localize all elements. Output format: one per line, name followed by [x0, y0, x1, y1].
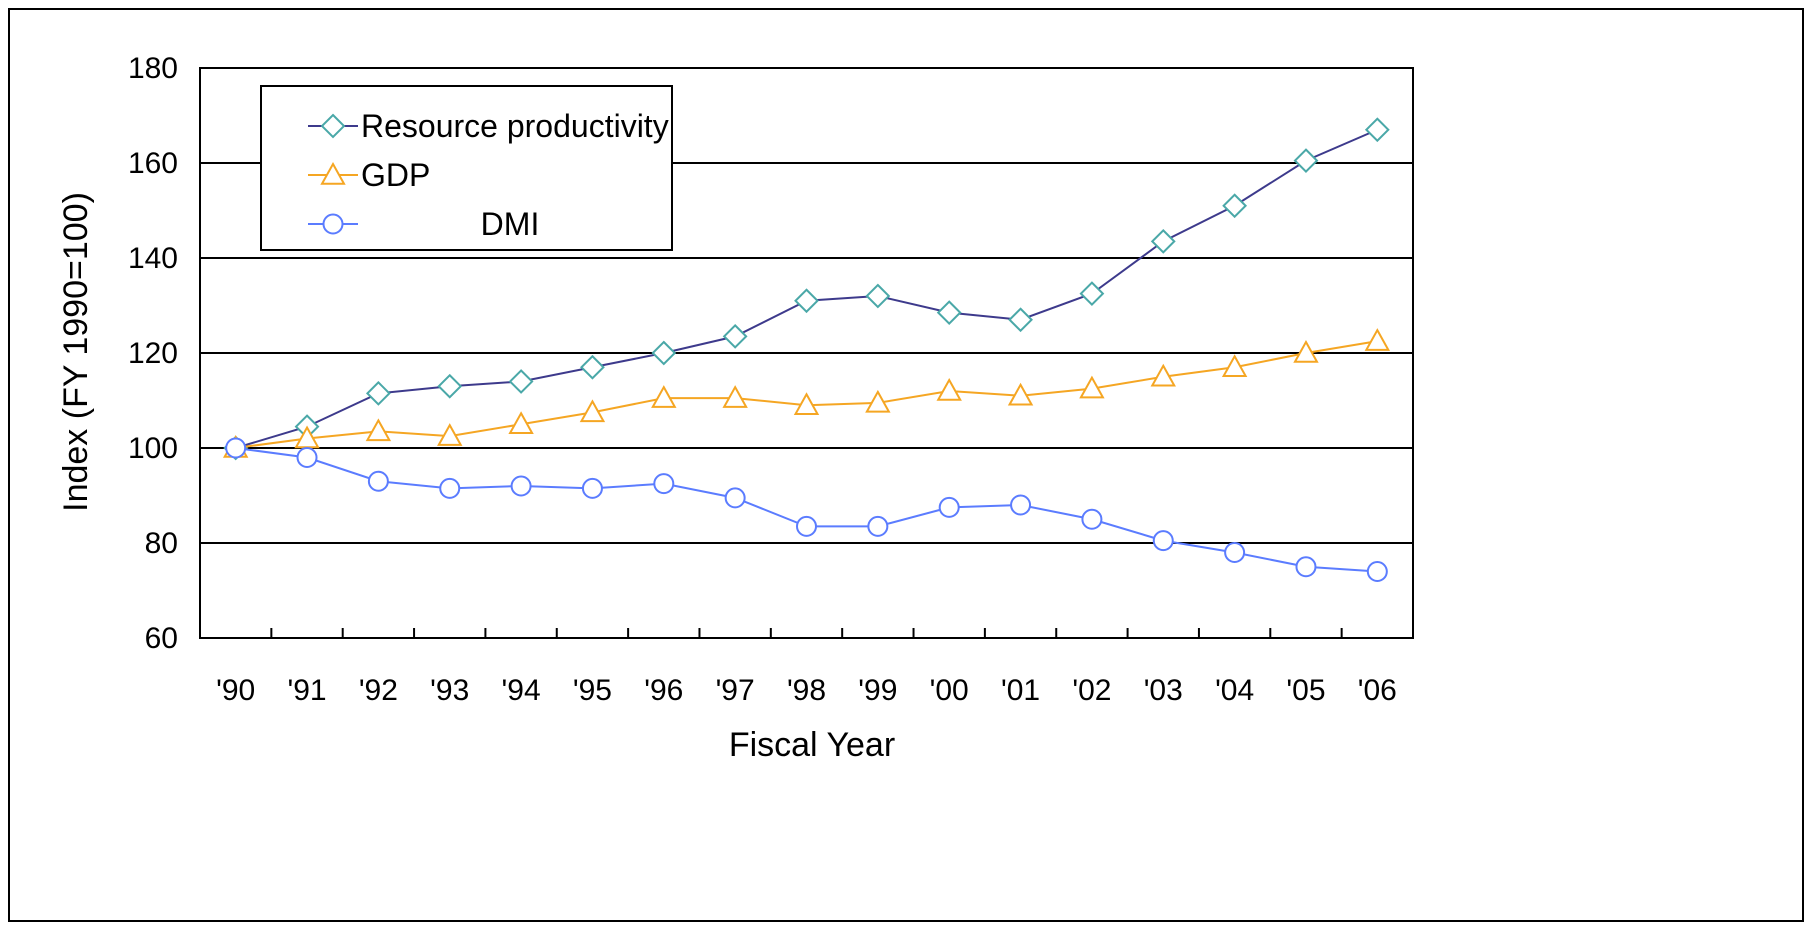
data-point	[653, 473, 675, 495]
data-point	[796, 515, 817, 537]
y-tick-label: 120	[128, 337, 178, 370]
data-point	[1364, 328, 1391, 351]
y-tick-label: 80	[145, 527, 178, 560]
x-tick-label: '04	[1215, 674, 1254, 707]
legend-label: GDP	[361, 157, 430, 193]
data-point	[437, 423, 463, 446]
data-point	[793, 392, 820, 416]
x-tick-label: '98	[787, 674, 826, 707]
data-point	[508, 369, 534, 394]
series-resource-productivity	[223, 117, 1390, 461]
data-point	[580, 354, 605, 380]
data-point	[722, 323, 748, 349]
x-tick-label: '03	[1144, 674, 1183, 707]
data-point	[367, 470, 389, 492]
series-dmi	[225, 437, 1388, 582]
data-point	[439, 477, 461, 499]
legend-label: DMI	[481, 206, 540, 242]
data-point	[651, 385, 677, 408]
data-point	[724, 487, 746, 509]
data-point	[437, 373, 463, 399]
legend: Resource productivity GDP DMI	[260, 85, 673, 251]
x-tick-label: '94	[502, 674, 541, 707]
chart-frame: 60 80 100 120 140 160 180 '90 '91 '92 '93 '94 '95 '96…	[8, 8, 1804, 922]
data-point	[1295, 556, 1317, 578]
data-point	[225, 437, 247, 459]
data-point	[1364, 117, 1390, 143]
data-point	[508, 411, 534, 435]
data-point	[1224, 542, 1246, 563]
data-point	[1221, 354, 1248, 378]
data-point	[938, 496, 960, 518]
legend-swatch-marker	[320, 113, 346, 139]
x-tick-label: '01	[1001, 674, 1040, 707]
data-point	[722, 385, 748, 408]
x-tick-label: '02	[1072, 674, 1111, 707]
data-point	[867, 515, 889, 537]
x-tick-label: '96	[644, 674, 683, 707]
data-point	[581, 477, 603, 499]
data-point	[296, 447, 318, 468]
y-tick-label: 100	[128, 432, 178, 465]
data-point	[865, 283, 891, 309]
data-point	[579, 399, 606, 423]
legend-label: Resource productivity	[361, 108, 669, 144]
legend-item: GDP	[308, 157, 430, 193]
data-point	[1150, 228, 1176, 254]
data-point	[1079, 375, 1105, 399]
y-tick-label: 160	[128, 147, 178, 180]
data-point	[1010, 494, 1032, 516]
y-tick-label: 180	[128, 52, 178, 85]
x-tick-label: '99	[858, 674, 897, 707]
data-point	[651, 340, 677, 366]
data-point	[865, 389, 891, 413]
data-point	[936, 300, 962, 326]
data-point	[365, 418, 392, 442]
data-point	[1150, 363, 1176, 387]
axis-layer: 60 80 100 120 140 160 180 '90 '91 '92 '93 '94 '95 '96…	[128, 52, 1414, 707]
x-axis-title: Fiscal Year	[729, 726, 895, 764]
data-point	[365, 380, 391, 406]
data-point	[794, 288, 819, 314]
series-layer	[222, 117, 1391, 582]
legend-item: DMI	[308, 206, 539, 242]
series-gdp	[222, 328, 1391, 458]
data-point	[1008, 307, 1033, 333]
legend-swatch-marker	[322, 213, 344, 235]
data-point	[1293, 339, 1319, 363]
data-point	[1222, 193, 1248, 219]
legend-item: Resource productivity	[308, 108, 669, 144]
x-tick-label: '97	[716, 674, 755, 707]
x-tick-label: '00	[930, 674, 969, 707]
x-tick-label: '91	[287, 674, 326, 707]
data-point	[936, 377, 962, 401]
data-point	[1152, 530, 1174, 552]
data-point	[1293, 148, 1319, 174]
legend-items: Resource productivity GDP DMI	[308, 108, 669, 242]
data-point	[1007, 382, 1034, 406]
data-point	[510, 475, 532, 497]
x-tick-label: '93	[430, 674, 469, 707]
x-tick-label: '92	[359, 674, 398, 707]
line-chart: 60 80 100 120 140 160 180 '90 '91 '92 '93 '94 '95 '96…	[57, 52, 1414, 764]
data-point	[1366, 561, 1388, 582]
y-tick-label: 60	[145, 622, 178, 655]
x-tick-label: '06	[1358, 674, 1397, 707]
data-point	[1081, 508, 1103, 530]
x-tick-label: '90	[216, 674, 255, 707]
x-tick-label: '95	[573, 674, 612, 707]
y-tick-label: 140	[128, 242, 178, 275]
series-line	[235, 447, 1378, 573]
plot-area-border	[199, 67, 1414, 639]
x-tick-label: '05	[1286, 674, 1325, 707]
y-axis-title: Index (FY 1990=100)	[57, 192, 95, 512]
data-point	[1079, 281, 1105, 307]
legend-swatch-marker	[320, 161, 346, 185]
